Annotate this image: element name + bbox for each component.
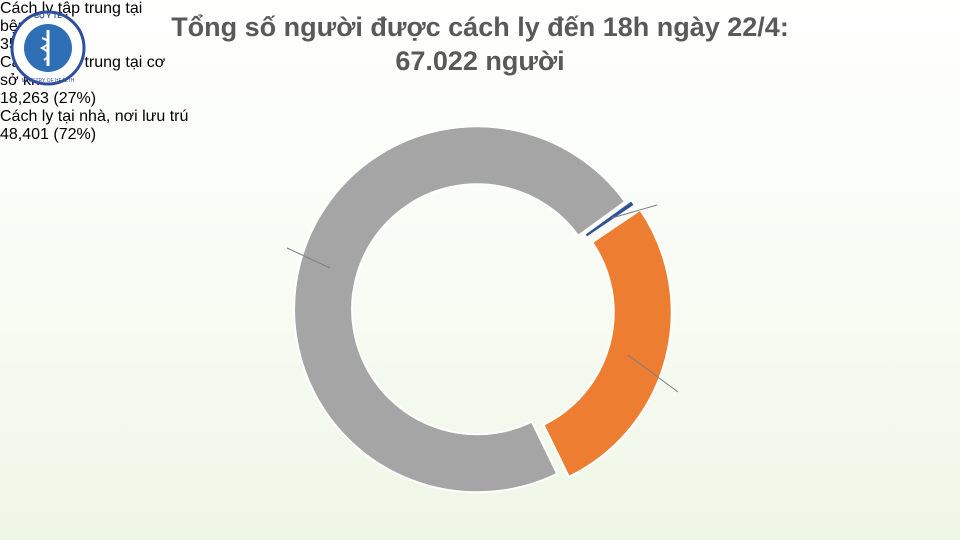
value-label: 18,263 (27%) <box>0 90 97 107</box>
logo-bottom: MINISTRY OF HEALTH <box>22 78 75 84</box>
donut-slice <box>542 208 673 479</box>
donut-slice <box>583 198 637 240</box>
chart-title: Tổng số người được cách ly đến 18h ngày … <box>171 12 789 42</box>
callout-box: Cách ly tại nhà, nơi lưu trú 48,401 (72%) <box>0 108 190 144</box>
value-label: 48,401 (72%) <box>0 126 97 143</box>
callout-line <box>611 204 658 219</box>
callout-line <box>286 247 331 269</box>
category-label: Cách ly tại nhà, nơi lưu trú <box>0 108 189 125</box>
donut-slice <box>293 125 627 494</box>
logo: BỘ Y TẾ MINISTRY OF HEALTH <box>10 10 86 86</box>
logo-top: BỘ Y TẾ <box>34 10 62 20</box>
chart-subtitle: 67.022 người <box>395 46 565 76</box>
callout-line <box>627 354 679 393</box>
logo-snake <box>39 37 50 61</box>
